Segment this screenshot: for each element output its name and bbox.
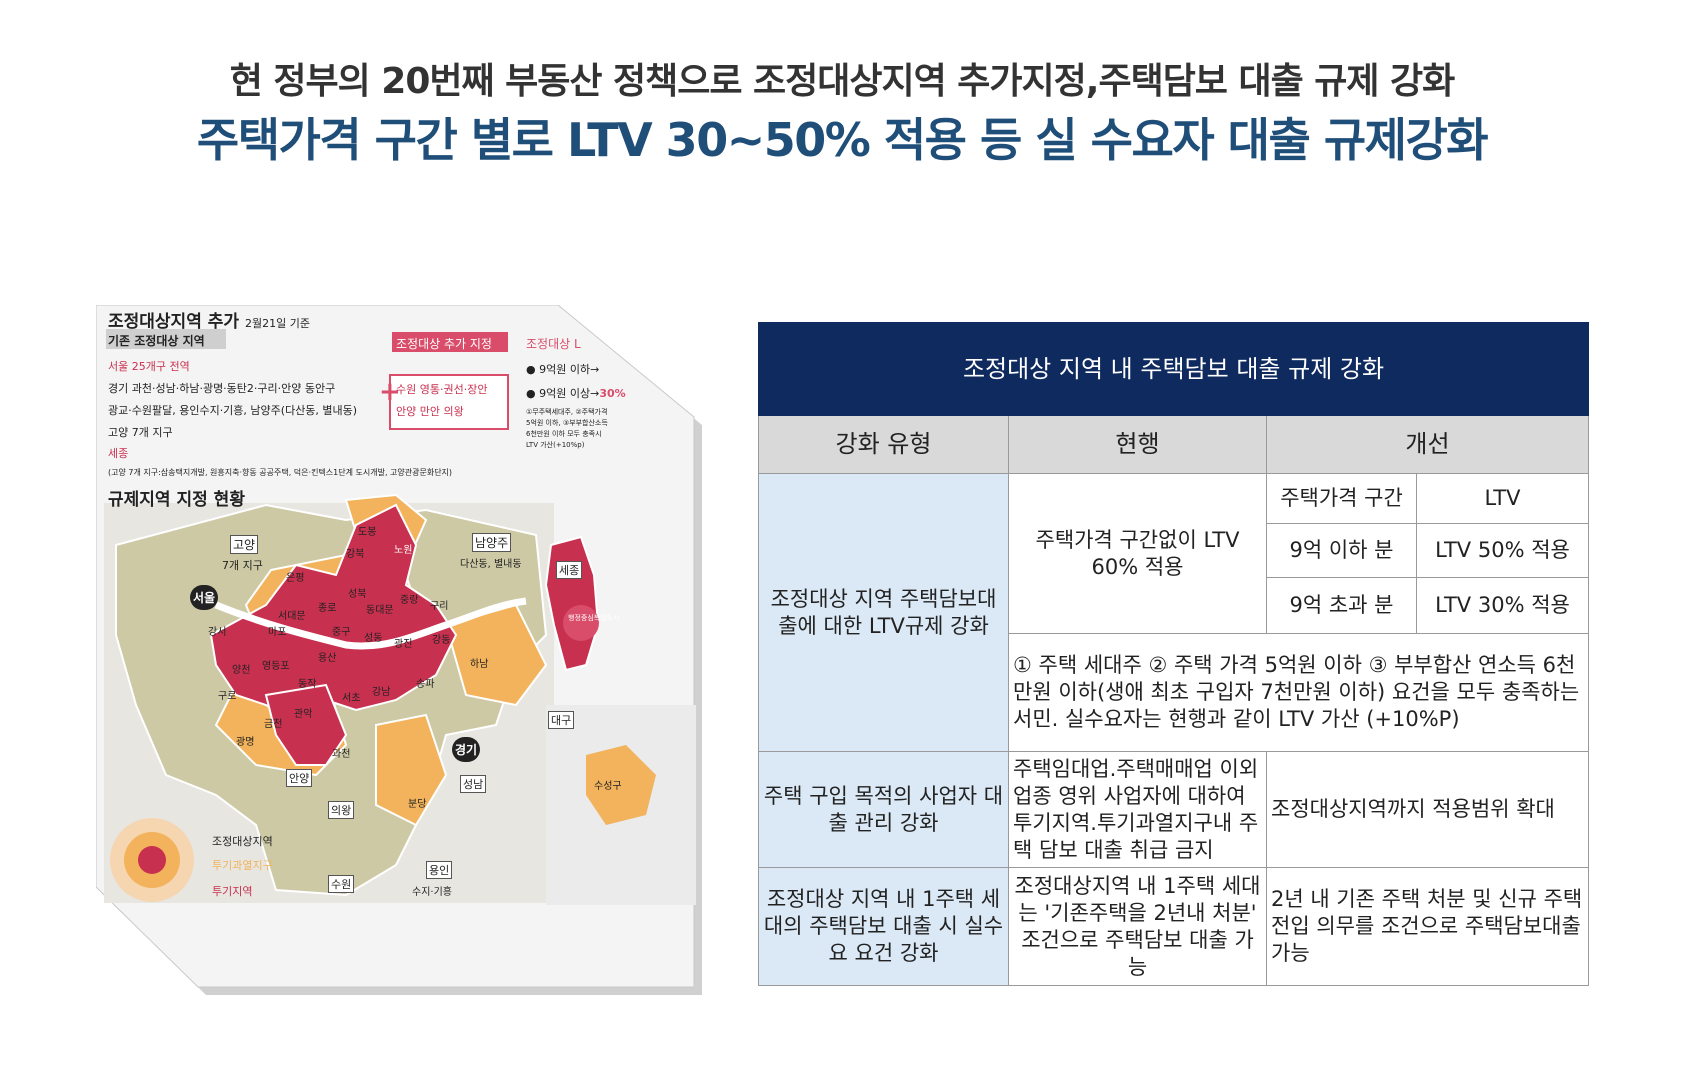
label-seocho: 서초 [342, 693, 361, 704]
label-gwacheon: 과천 [332, 749, 351, 760]
label-gangbuk: 강북 [346, 549, 365, 560]
col-improved: 개선 [1265, 415, 1590, 474]
label-yongin-sub: 수지·기흥 [412, 887, 452, 898]
label-mapo: 마포 [268, 627, 287, 638]
row2-improved: 조정대상지역까지 적용범위 확대 [1265, 751, 1590, 868]
label-eunpyeong: 은평 [286, 573, 305, 584]
sub-row2-price: 9억 초과 분 [1266, 577, 1417, 634]
row1-note: ① 주택 세대주 ② 주택 가격 5억원 이하 ③ 부부합산 연소득 6천만원 … [1007, 633, 1590, 752]
ltv-note-1: ①무주택세대주, ②주택가격 [526, 408, 608, 416]
label-jongno: 종로 [318, 603, 337, 614]
row2-type: 주택 구입 목적의 사업자 대출 관리 강화 [758, 751, 1009, 868]
label-gwangmyeong: 광명 [236, 737, 255, 748]
label-gyeonggi: 경기 [452, 737, 481, 762]
map-title: 조정대상지역 추가 2월21일 기준 [108, 312, 310, 332]
svg-text:+: + [379, 377, 401, 407]
ltv-note-4: LTV 가산(+10%p) [526, 441, 585, 449]
label-goyang-sub: 7개 지구 [222, 559, 263, 572]
table-title: 조정대상 지역 내 주택담보 대출 규제 강화 [757, 322, 1590, 416]
label-suwon: 수원 [328, 875, 355, 893]
headline-line2: 주택가격 구간 별로 LTV 30~50% 적용 등 실 수요자 대출 규제강화 [196, 113, 1489, 167]
label-jungnang: 중랑 [400, 595, 419, 606]
sub-header-ltv: LTV [1415, 473, 1590, 524]
label-dobong: 도봉 [358, 527, 377, 538]
map-line-2: 경기 과천·성남·하남·광명·동탄2·구리·안양 동안구 [108, 382, 336, 395]
label-yongin: 용인 [426, 861, 453, 879]
label-goyang: 고양 [230, 535, 259, 554]
row1-current: 주택가격 구간없이 LTV 60% 적용 [1008, 473, 1267, 634]
added-text-2: 안양 만안 의왕 [396, 405, 464, 418]
col-type: 강화 유형 [758, 415, 1009, 474]
row2-current: 주택임대업.주택매매업 이외 업종 영위 사업자에 대하여 투기지역.투기과열지… [1008, 751, 1267, 868]
sub-row1-ltv: LTV 50% 적용 [1415, 523, 1590, 578]
row3-improved: 2년 내 기존 주택 처분 및 신규 주택 전입 의무를 조건으로 주택담보대출… [1265, 867, 1590, 986]
existing-label: 기존 조정대상 지역 [108, 334, 205, 348]
ltv-note-3: 6천만원 이하 모두 충족시 [526, 430, 602, 438]
sub-header-price: 주택가격 구간 [1266, 473, 1417, 524]
section-title: 규제지역 지정 현황 [108, 490, 245, 510]
label-gwanak: 관악 [294, 709, 313, 720]
headline-line1: 현 정부의 20번째 부동산 정책으로 조정대상지역 추가지정,주택담보 대출 … [229, 61, 1456, 102]
label-gangnam: 강남 [372, 687, 391, 698]
label-sejong: 세종 [556, 561, 583, 579]
label-gangseo: 강서 [208, 627, 227, 638]
label-seongbuk: 성북 [348, 589, 367, 600]
sub-row1-price: 9억 이하 분 [1266, 523, 1417, 578]
label-namyangju: 남양주 [472, 533, 512, 552]
label-bundang: 분당 [408, 799, 427, 810]
label-gwangjin: 광진 [394, 639, 413, 650]
label-nowon: 노원 [394, 545, 413, 556]
label-gangdong: 강동 [432, 635, 451, 646]
legend-overheated: 투기과열지구 [212, 859, 273, 872]
map-svg: + [96, 305, 702, 995]
label-anyang: 안양 [286, 769, 313, 787]
label-geumcheon: 금천 [264, 719, 283, 730]
ltv-line-1: ● 9억원 이하→ [526, 363, 600, 376]
label-namyangju-sub: 다산동, 별내동 [460, 559, 522, 570]
label-junggu: 중구 [332, 627, 351, 638]
map-line-4: 고양 7개 지구 [108, 426, 173, 439]
label-yongsan: 용산 [318, 653, 337, 664]
label-sejong-city: 행정중심복합도시 [568, 614, 620, 622]
map-line-1: 서울 25개구 전역 [108, 360, 190, 373]
regulation-table: 조정대상 지역 내 주택담보 대출 규제 강화 강화 유형 현행 개선 조정대상… [757, 322, 1590, 986]
label-daegu: 대구 [548, 711, 575, 729]
label-uiwang: 의왕 [328, 801, 355, 819]
map-line-3: 광교·수원팔달, 용인수지·기흥, 남양주(다산동, 별내동) [108, 404, 358, 417]
label-yeongdeungpo: 영등포 [262, 661, 290, 672]
col-current: 현행 [1008, 415, 1267, 474]
label-guri: 구리 [430, 601, 449, 612]
map-line-6: (고양 7개 지구:삼송택지개발, 원흥지축·향동 공공주택, 덕은·킨텍스1단… [108, 468, 453, 477]
map-line-5: 세종 [108, 447, 129, 460]
legend-adjustment: 조정대상지역 [212, 835, 273, 848]
label-suseong: 수성구 [594, 781, 622, 792]
sub-row2-ltv: LTV 30% 적용 [1415, 577, 1590, 634]
legend-speculation: 투기지역 [212, 885, 253, 898]
label-seoul: 서울 [190, 585, 219, 610]
ltv-label: 조정대상 L [526, 337, 581, 351]
label-seodaemun: 서대문 [278, 611, 306, 622]
label-hanam: 하남 [470, 659, 489, 670]
label-songpa: 송파 [416, 679, 435, 690]
row3-current: 조정대상지역 내 1주택 세대는 '기존주택을 2년내 처분' 조건으로 주택담… [1008, 867, 1267, 986]
label-guro: 구로 [218, 691, 237, 702]
label-dongdaemun: 동대문 [366, 605, 394, 616]
added-label: 조정대상 추가 지정 [396, 337, 492, 351]
ltv-line-2: ● 9억원 이상→30% [526, 387, 626, 400]
added-text-1: 수원 영통·권선·장안 [396, 383, 488, 396]
label-dongjak: 동작 [298, 679, 317, 690]
row3-type: 조정대상 지역 내 1주택 세대의 주택담보 대출 시 실수요 요건 강화 [758, 867, 1009, 986]
regulation-map-figure: + 조정대상지역 추가 2월21일 기준 기존 조정대상 지역 조정대상 추가 … [96, 305, 706, 995]
label-seongdong: 성동 [364, 633, 383, 644]
ltv-note-2: 5억원 이하, ③부부합산소득 [526, 419, 608, 427]
label-yangcheon: 양천 [232, 665, 251, 676]
row1-type: 조정대상 지역 주택담보대출에 대한 LTV규제 강화 [758, 473, 1009, 752]
label-seongnam: 성남 [460, 775, 487, 793]
